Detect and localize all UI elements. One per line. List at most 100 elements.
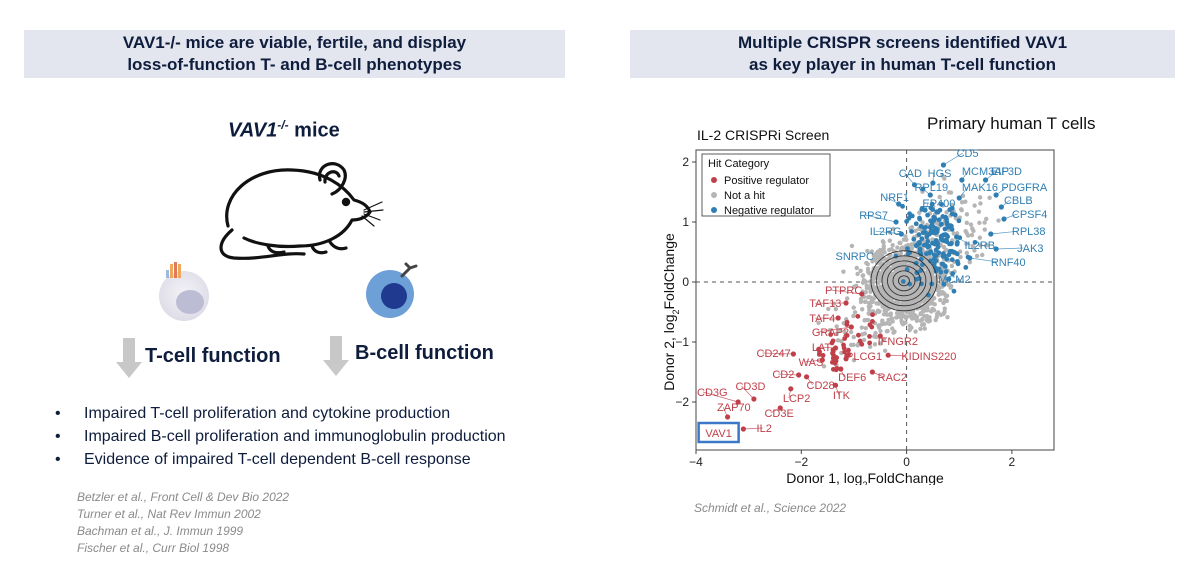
negative-regulator-point [905,246,910,252]
label-leader-line [743,427,763,430]
not-hit-point [944,247,949,253]
negative-regulator-point [917,239,922,245]
not-hit-point [863,325,869,331]
not-hit-point [878,274,883,279]
positive-regulator-point [844,319,850,325]
negative-regulator-point [988,231,994,237]
label-leader-line [817,326,852,333]
not-hit-point [922,326,928,331]
gene-label: LAT [812,342,832,354]
not-hit-point [913,329,918,334]
not-hit-point [862,299,868,305]
not-hit-point [920,290,926,295]
y-tick-label: −1 [675,335,689,349]
not-hit-point [913,228,918,234]
legend-box [701,153,831,217]
positive-regulator-point [867,340,873,346]
positive-regulator-point [838,366,844,372]
gene-label: EP400 [922,198,955,210]
not-hit-point [877,309,882,314]
reference-item: Bachman et al., J. Immun 1999 [77,524,244,538]
not-hit-point [878,341,883,346]
left-banner-line1: VAV1-/- mice are viable, fertile, and di… [122,33,467,52]
not-hit-point [974,253,980,259]
label-leader-line [806,376,813,386]
chart-title: IL-2 CRISPRi Screen [697,127,830,143]
legend-title: Hit Category [708,158,770,170]
label-leader-line [778,373,799,376]
negative-regulator-point [963,265,969,270]
negative-regulator-point [938,222,944,227]
not-hit-point [834,331,839,337]
negative-regulator-point [938,201,944,207]
not-hit-point [918,318,923,323]
not-hit-point [881,278,886,283]
not-hit-point [918,326,923,332]
positive-regulator-point [842,349,847,355]
not-hit-point [965,233,971,238]
not-hit-point [941,245,947,250]
gene-label: CBLB [1004,195,1033,207]
not-hit-point [924,307,929,313]
not-hit-point [982,227,987,232]
negative-regulator-point [928,218,933,224]
positive-regulator-point [724,414,731,420]
positive-regulator-point [870,319,875,324]
negative-regulator-point [946,276,952,282]
gene-label: CPSF4 [1012,209,1047,221]
reference-item: Betzler et al., Front Cell & Dev Bio 202… [77,490,290,504]
not-hit-point [837,328,843,333]
negative-regulator-point [925,212,930,218]
gene-label: RAC2 [878,372,907,384]
not-hit-point [881,337,886,342]
label-leader-line [924,202,929,211]
not-hit-point [949,202,955,207]
not-hit-point [903,234,908,239]
not-hit-point [862,318,867,323]
negative-regulator-point [909,213,915,219]
gene-label: RPS7 [859,210,888,222]
label-leader-line [804,359,823,363]
label-leader-line [872,371,884,378]
negative-regulator-point [922,230,928,235]
not-hit-point [941,277,947,282]
not-hit-point [898,251,904,256]
not-hit-point [858,299,864,305]
not-hit-point [866,300,872,306]
not-hit-point [851,358,857,363]
negative-regulator-point [916,232,922,238]
gene-label: ZAP70 [717,402,751,414]
not-hit-point [929,266,934,272]
not-hit-point [944,209,949,215]
label-leader-line [990,230,1018,235]
not-hit-point [920,220,925,225]
vav1-highlight-box [697,421,740,444]
not-hit-point [968,222,974,227]
positive-regulator-point [830,338,836,344]
x-tick-label: 2 [1009,455,1016,469]
primary-tcells-label: Primary human T cells [927,114,1096,133]
positive-regulator-point [803,374,810,380]
negative-regulator-point [917,215,922,221]
negative-regulator-point [942,226,948,232]
negative-regulator-point [931,261,937,267]
gene-label: IFNGR2 [878,336,918,348]
label-leader-line [985,170,998,181]
not-hit-point [866,270,872,276]
negative-regulator-point [931,252,937,258]
positive-regulator-point [841,342,846,348]
not-hit-point [937,194,942,200]
not-hit-point [972,203,977,208]
x-tick-label: −2 [794,455,808,469]
gene-label: MAK16 [962,182,998,194]
legend-swatch [711,177,717,183]
positive-regulator-point [830,350,835,356]
label-leader-line [996,247,1024,250]
gene-label: CD3G [697,387,728,399]
label-leader-line [840,368,845,378]
not-hit-point [943,293,948,298]
positive-regulator-point [867,322,873,328]
negative-regulator-point [928,230,934,236]
not-hit-point [909,310,915,315]
positive-regulator-point [843,356,849,362]
